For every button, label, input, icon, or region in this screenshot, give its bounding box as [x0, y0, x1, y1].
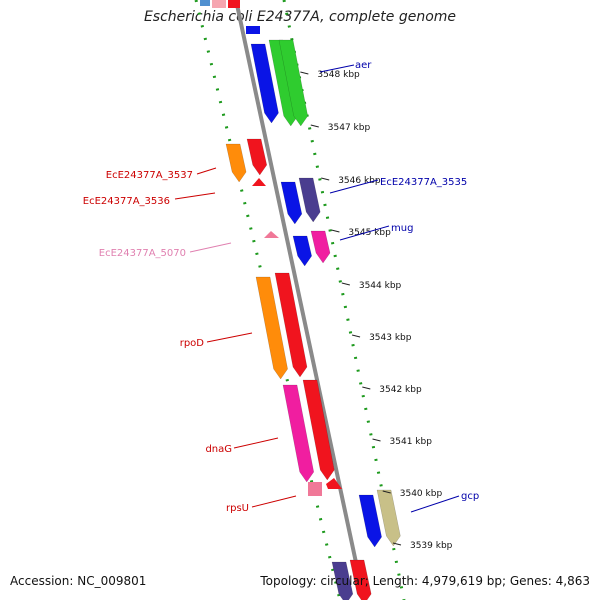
gene-leader-line [196, 167, 217, 175]
pink-gene-arrow [310, 230, 331, 264]
rpod-orange-arrow [255, 276, 288, 380]
aer-gene-arrow [250, 43, 279, 124]
tick-label: 3540 kbp [400, 489, 443, 499]
gene-label: dnaG [205, 444, 232, 455]
bottom-navy-arrow [331, 561, 354, 600]
tick-mark [372, 438, 381, 442]
mug-gene-arrow [292, 235, 312, 267]
gene-leader-line [339, 225, 390, 241]
gene-label: gcp [461, 491, 479, 502]
tick-mark [392, 542, 402, 546]
ec3537-orange-arrow [225, 143, 247, 183]
rpsu-gene-box [308, 482, 322, 496]
gene-label: aer [355, 60, 372, 71]
tick-mark [331, 229, 340, 233]
ec3537-gene-arrow [246, 138, 268, 176]
tick-mark [382, 490, 391, 494]
tick-label: 3544 kbp [359, 281, 402, 291]
gene-arrow-green-2 [278, 39, 309, 127]
gene-leader-line [233, 437, 279, 449]
genome-title: Escherichia coli E24377A, complete genom… [143, 9, 457, 25]
gene-leader-line [189, 242, 232, 253]
tick-label: 3542 kbp [379, 385, 422, 395]
tick-label: 3547 kbp [328, 123, 371, 133]
rpsu-gene-arrow [326, 478, 342, 489]
gene-label: rpsU [226, 503, 249, 514]
tick-mark [362, 386, 371, 390]
accession-text: Accession: NC_009801 [10, 574, 147, 588]
top-gene-d [246, 26, 260, 34]
navy-gene-arrow [298, 177, 321, 223]
tick-mark [321, 177, 330, 181]
ec5070-gene-marker [264, 231, 279, 238]
tick-mark [351, 334, 361, 338]
ec3536-gene-marker [252, 178, 266, 186]
top-gene-a [200, 0, 210, 6]
gene-leader-line [319, 64, 355, 73]
gcp-gene-arrow [358, 494, 382, 548]
top-gene-c [228, 0, 240, 8]
gene-label: EcE24377A_3535 [380, 177, 467, 188]
tick-mark [341, 282, 350, 286]
gene-label: EcE24377A_3536 [83, 196, 170, 207]
bottom-red-arrow [349, 559, 372, 600]
gene-label: EcE24377A_3537 [106, 170, 193, 181]
tick-label: 3543 kbp [369, 333, 412, 343]
gene-leader-line [251, 495, 297, 508]
gene-label: rpoD [180, 338, 205, 349]
tick-label: 3539 kbp [410, 541, 453, 551]
rpod-gene-arrow [274, 272, 308, 378]
topology-text: Topology: circular; Length: 4,979,619 bp… [260, 574, 590, 588]
gene-label: mug [391, 223, 413, 234]
dnag-pink-arrow [282, 384, 315, 483]
gene-label: EcE24377A_5070 [99, 248, 186, 259]
tick-label: 3546 kbp [338, 176, 381, 186]
tick-mark [310, 124, 319, 128]
gene-leader-line [410, 495, 460, 513]
top-gene-b [212, 0, 226, 8]
gene-leader-line [206, 332, 253, 343]
gene-leader-line [329, 179, 379, 194]
tick-mark [300, 71, 309, 75]
ec3535-gene-arrow [280, 181, 303, 225]
tick-label: 3548 kbp [317, 70, 360, 80]
tick-label: 3541 kbp [390, 437, 433, 447]
tick-label: 3545 kbp [348, 228, 391, 238]
gene-leader-line [174, 192, 216, 200]
olive-gene-arrow [376, 489, 401, 547]
genome-backbone [234, 0, 366, 600]
dnag-gene-arrow [302, 379, 335, 481]
